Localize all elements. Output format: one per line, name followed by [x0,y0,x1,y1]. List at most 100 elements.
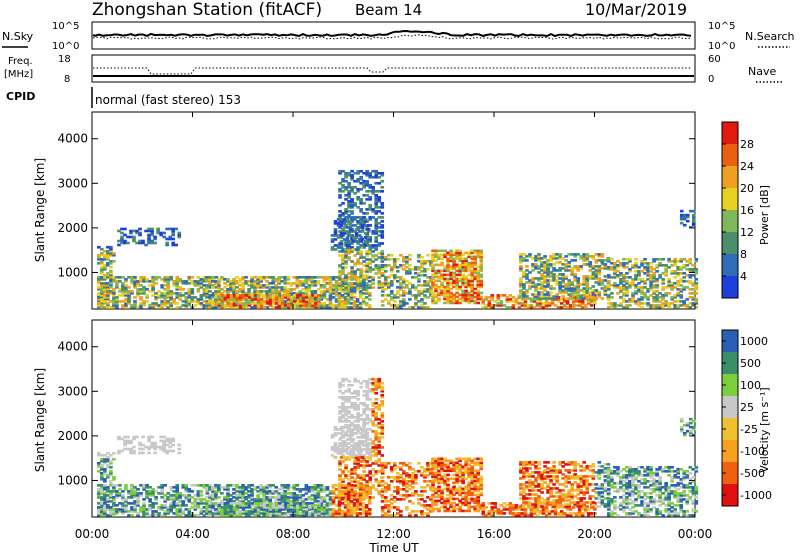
power-cell [310,290,315,293]
velocity-cell [163,498,167,501]
power-cell [226,288,230,291]
power-cell [399,304,403,307]
velocity-cell [274,504,279,507]
velocity-cell [148,490,152,493]
power-cell [455,279,459,283]
power-cell [473,269,478,273]
noise-left-tick-top: 10^5 [52,21,79,32]
velocity-cell [235,502,240,505]
power-cell [543,271,547,274]
power-cell [340,302,345,305]
power-cell [673,276,678,279]
power-cell [100,267,104,271]
power-cell [479,257,484,261]
velocity-cell [293,510,297,513]
velocity-cell [235,506,239,509]
power-cell [160,306,164,309]
power-cell [594,259,599,262]
power-cell [232,290,236,293]
power-colorbar-tick-label: 28 [740,138,754,151]
power-cell [253,294,258,297]
power-cell [552,297,556,300]
velocity-cell [205,488,209,491]
velocity-cell [343,512,348,515]
power-cell [353,230,357,233]
power-cell [380,304,385,307]
power-cell [570,291,574,294]
velocity-cell [211,514,216,517]
power-cell [202,278,207,281]
power-cell [187,278,192,281]
power-cell [171,231,176,235]
power-cell [643,282,647,285]
power-cell [340,306,345,309]
power-cell [679,296,684,299]
power-cell [223,304,228,307]
power-cell [467,291,471,295]
power-cell [597,295,602,298]
velocity-cell [160,490,164,493]
velocity-cell [317,508,321,511]
velocity-cell [350,476,354,479]
velocity-cell [126,447,130,451]
power-cell [386,286,391,289]
power-cell [313,284,318,287]
power-cell [277,278,282,281]
power-cell [570,283,574,286]
power-cell [217,284,221,287]
power-cell [588,261,593,264]
power-cell [637,278,641,281]
velocity-cell [177,451,182,455]
power-cell [97,306,101,309]
velocity-cell [268,498,272,501]
velocity-cell [277,492,282,495]
power-cell [585,283,590,286]
power-cell [525,295,529,298]
power-cell [358,296,363,299]
power-cell [121,286,125,289]
velocity-cell [145,494,149,497]
power-cell [307,290,312,293]
power-cell [576,281,581,284]
power-cell [307,278,312,281]
power-cell [365,189,369,193]
power-cell [295,278,300,281]
power-cell [371,280,376,283]
power-cell [399,300,403,303]
power-cell [351,236,356,239]
power-cell [549,287,553,290]
power-cell [268,294,273,297]
power-cell [241,298,246,301]
power-cell [277,286,282,289]
power-cell [238,298,243,301]
velocity-cell [259,486,263,489]
power-cell [396,306,400,309]
power-colorbar-tick-label: 20 [740,182,754,195]
velocity-cell [163,484,167,487]
power-cell [166,282,170,285]
power-cell [392,278,397,281]
power-cell [470,269,474,273]
power-cell [652,306,656,309]
power-cell [238,290,242,293]
power-cell [616,284,620,287]
velocity-cell [262,496,266,499]
power-cell [431,283,435,287]
power-cell [366,224,371,227]
power-cell [667,286,671,289]
power-cell [259,302,264,305]
power-cell [640,296,644,299]
power-cell [437,275,441,279]
power-cell [552,273,556,276]
station-title: Zhongshan Station (fitACF) [92,0,322,20]
velocity-cell [169,488,173,491]
power-cell [136,294,140,297]
velocity-cell [148,514,152,517]
power-cell [546,283,550,286]
velocity-cell [353,472,357,475]
velocity-cell [341,454,345,457]
velocity-cell [103,453,107,457]
power-cell [356,288,360,291]
power-cell [628,270,632,273]
power-cell [336,224,341,227]
